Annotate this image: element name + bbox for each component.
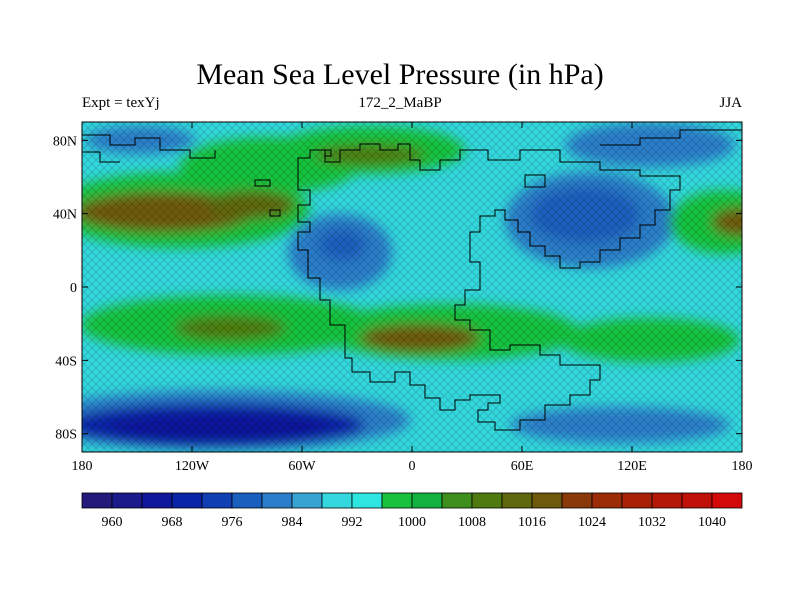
colorbar-swatch [711, 492, 743, 509]
colorbar-swatch [471, 492, 503, 509]
lat-tick-label: 40S [55, 354, 77, 369]
lon-tick-label: 60W [288, 459, 316, 474]
colorbar: 960 968 976 984 992 1000 1008 1016 1024 1032 1040 [81, 492, 743, 530]
colorbar-swatch [351, 492, 383, 509]
chart-title: Mean Sea Level Pressure (in hPa) [196, 58, 604, 91]
colorbar-swatch [231, 492, 263, 509]
colorbar-swatch [201, 492, 233, 509]
arctic-coast-west [82, 134, 216, 159]
colorbar-swatch [171, 492, 203, 509]
period-label: 172_2_MaBP [358, 95, 442, 111]
colorbar-swatch [621, 492, 653, 509]
colorbar-label: 968 [162, 515, 183, 530]
lon-tick-label: 60E [511, 459, 534, 474]
lat-tick-label: 0 [70, 281, 77, 296]
colorbar-label: 1000 [398, 515, 426, 530]
colorbar-label: 1032 [638, 515, 666, 530]
lon-tick-label: 180 [732, 459, 753, 474]
lon-tick-label: 120E [617, 459, 647, 474]
colorbar-swatch [681, 492, 713, 509]
colorbar-label: 976 [222, 515, 243, 530]
colorbar-label: 1040 [698, 515, 726, 530]
experiment-label: Expt = texYj [82, 95, 160, 111]
continent-outline [297, 143, 681, 431]
colorbar-label: 960 [102, 515, 123, 530]
lon-tick-label: 120W [175, 459, 210, 474]
lon-tick-label: 0 [409, 459, 416, 474]
colorbar-swatch [111, 492, 143, 509]
colorbar-swatch [411, 492, 443, 509]
colorbar-swatch [381, 492, 413, 509]
colorbar-label: 1008 [458, 515, 486, 530]
colorbar-swatch [591, 492, 623, 509]
season-label: JJA [719, 95, 742, 111]
axis-ticks: 180 120W 60W 0 60E 120E 180 80N 40N 0 40S 80S [53, 122, 753, 474]
island-outline-3 [254, 179, 271, 187]
arctic-coast-east [600, 129, 742, 146]
lat-tick-label: 80N [53, 134, 77, 149]
field-hatching [82, 122, 742, 452]
colorbar-swatch [531, 492, 563, 509]
colorbar-swatch [561, 492, 593, 509]
pressure-field [82, 122, 742, 452]
lat-tick-label: 80S [55, 428, 77, 443]
lat-tick-label: 40N [53, 208, 77, 223]
lon-tick-label: 180 [72, 459, 93, 474]
colorbar-swatch [141, 492, 173, 509]
island-outline-4 [324, 149, 332, 157]
colorbar-swatch [291, 492, 323, 509]
island-outline-1 [524, 174, 546, 188]
colorbar-swatch [321, 492, 353, 509]
colorbar-label: 1016 [518, 515, 546, 530]
island-outline-2 [269, 209, 281, 217]
colorbar-swatch [441, 492, 473, 509]
colorbar-swatch [651, 492, 683, 509]
colorbar-swatch [81, 492, 113, 509]
colorbar-label: 1024 [578, 515, 606, 530]
colorbar-swatch [261, 492, 293, 509]
colorbar-swatch [501, 492, 533, 509]
colorbar-label: 992 [342, 515, 363, 530]
colorbar-label: 984 [282, 515, 303, 530]
arctic-coast-west-2 [82, 151, 120, 163]
